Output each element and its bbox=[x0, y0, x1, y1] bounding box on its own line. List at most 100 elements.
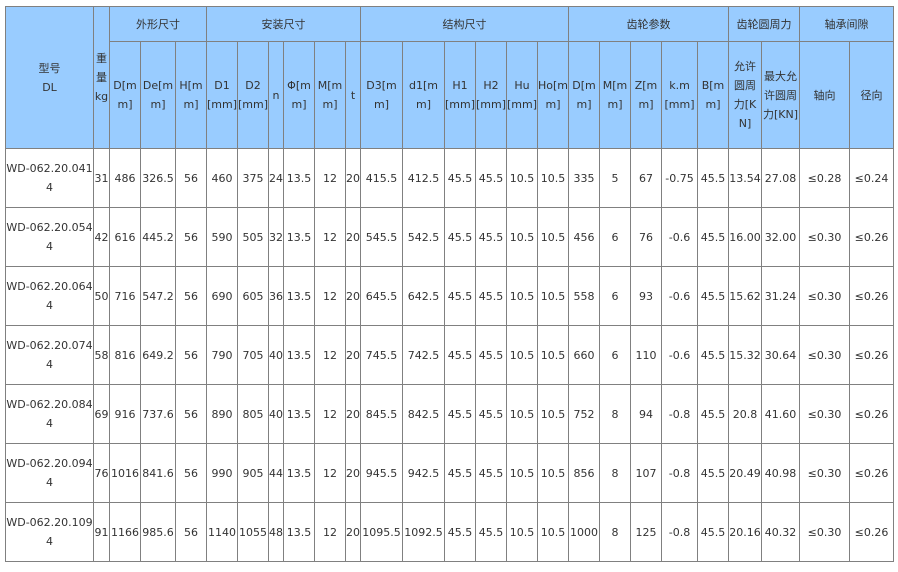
header-model: 型号 DL bbox=[5, 6, 94, 149]
value-cell: 16.00 bbox=[728, 207, 762, 267]
header-col: H2[mm] bbox=[475, 41, 507, 149]
value-cell: 45.5 bbox=[444, 207, 476, 267]
value-cell: 456 bbox=[568, 207, 600, 267]
table-row: WD-062.20.0844 69 916 737.6 56 890 805 40 13.5 12… bbox=[5, 384, 894, 444]
value-cell: 816 bbox=[109, 325, 141, 385]
value-cell: 8 bbox=[599, 443, 631, 503]
value-cell: 15.62 bbox=[728, 266, 762, 326]
value-cell: 1092.5 bbox=[402, 502, 445, 562]
value-cell: 649.2 bbox=[140, 325, 176, 385]
value-cell: 20.8 bbox=[728, 384, 762, 444]
value-cell: 6 bbox=[599, 266, 631, 326]
value-cell: 547.2 bbox=[140, 266, 176, 326]
value-cell: 985.6 bbox=[140, 502, 176, 562]
header-col: Φ[mm] bbox=[283, 41, 315, 149]
value-cell: 45.5 bbox=[444, 384, 476, 444]
table-row: WD-062.20.0644 50 716 547.2 56 690 605 36 13.5 12… bbox=[5, 266, 894, 326]
value-cell: 1000 bbox=[568, 502, 600, 562]
value-cell: 12 bbox=[314, 148, 346, 208]
value-cell: ≤0.26 bbox=[849, 207, 894, 267]
header-col: D1[mm] bbox=[206, 41, 238, 149]
model-cell: WD-062.20.1094 bbox=[5, 502, 94, 562]
value-cell: 790 bbox=[206, 325, 238, 385]
group-clearance: 轴承间隙 bbox=[799, 6, 894, 42]
value-cell: 5 bbox=[599, 148, 631, 208]
value-cell: 752 bbox=[568, 384, 600, 444]
value-cell: -0.75 bbox=[661, 148, 698, 208]
value-cell: 45.5 bbox=[475, 443, 507, 503]
table-row: WD-062.20.0544 42 616 445.2 56 590 505 32 13.5 12… bbox=[5, 207, 894, 267]
value-cell: 45.5 bbox=[475, 384, 507, 444]
value-cell: ≤0.26 bbox=[849, 443, 894, 503]
value-cell: 40 bbox=[268, 325, 284, 385]
value-cell: -0.6 bbox=[661, 266, 698, 326]
header-col: 允许圆周力[KN] bbox=[728, 41, 762, 149]
value-cell: 20 bbox=[345, 443, 361, 503]
value-cell: 45.5 bbox=[444, 502, 476, 562]
value-cell: 15.32 bbox=[728, 325, 762, 385]
value-cell: 93 bbox=[630, 266, 662, 326]
table-row: WD-062.20.0414 31 486 326.5 56 460 375 24 13.5 12… bbox=[5, 148, 894, 208]
value-cell: 690 bbox=[206, 266, 238, 326]
table-row: WD-062.20.0744 58 816 649.2 56 790 705 40 13.5 12… bbox=[5, 325, 894, 385]
value-cell: 20 bbox=[345, 384, 361, 444]
value-cell: 20 bbox=[345, 325, 361, 385]
value-cell: 13.5 bbox=[283, 502, 315, 562]
value-cell: 905 bbox=[237, 443, 269, 503]
value-cell: -0.8 bbox=[661, 384, 698, 444]
value-cell: 1055 bbox=[237, 502, 269, 562]
value-cell: 45.5 bbox=[475, 207, 507, 267]
value-cell: 590 bbox=[206, 207, 238, 267]
value-cell: 10.5 bbox=[537, 443, 569, 503]
value-cell: 56 bbox=[175, 207, 207, 267]
header-col: n bbox=[268, 41, 284, 149]
value-cell: 56 bbox=[175, 384, 207, 444]
value-cell: 642.5 bbox=[402, 266, 445, 326]
value-cell: 737.6 bbox=[140, 384, 176, 444]
value-cell: 45.5 bbox=[697, 502, 729, 562]
value-cell: 40.98 bbox=[761, 443, 800, 503]
value-cell: 40.32 bbox=[761, 502, 800, 562]
header-col: B[mm] bbox=[697, 41, 729, 149]
value-cell: 445.2 bbox=[140, 207, 176, 267]
header-weight: 重量kg bbox=[93, 6, 110, 149]
value-cell: 335 bbox=[568, 148, 600, 208]
header-col: De[mm] bbox=[140, 41, 176, 149]
value-cell: 76 bbox=[93, 443, 110, 503]
value-cell: 94 bbox=[630, 384, 662, 444]
model-cell: WD-062.20.0844 bbox=[5, 384, 94, 444]
value-cell: 20 bbox=[345, 266, 361, 326]
group-force: 齿轮圆周力 bbox=[728, 6, 800, 42]
value-cell: 12 bbox=[314, 443, 346, 503]
header-col: D[mm] bbox=[568, 41, 600, 149]
header-col: H[mm] bbox=[175, 41, 207, 149]
value-cell: 12 bbox=[314, 325, 346, 385]
value-cell: 20.49 bbox=[728, 443, 762, 503]
header-col: 轴向 bbox=[799, 41, 850, 149]
value-cell: 10.5 bbox=[537, 266, 569, 326]
value-cell: 8 bbox=[599, 384, 631, 444]
value-cell: 10.5 bbox=[506, 443, 538, 503]
value-cell: 10.5 bbox=[506, 207, 538, 267]
value-cell: 13.5 bbox=[283, 443, 315, 503]
value-cell: 45.5 bbox=[697, 325, 729, 385]
value-cell: ≤0.30 bbox=[799, 266, 850, 326]
value-cell: 1095.5 bbox=[360, 502, 403, 562]
value-cell: 742.5 bbox=[402, 325, 445, 385]
header-col: 最大允许圆周力[KN] bbox=[761, 41, 800, 149]
value-cell: 31 bbox=[93, 148, 110, 208]
value-cell: ≤0.24 bbox=[849, 148, 894, 208]
value-cell: 67 bbox=[630, 148, 662, 208]
value-cell: 10.5 bbox=[537, 148, 569, 208]
value-cell: 856 bbox=[568, 443, 600, 503]
value-cell: 24 bbox=[268, 148, 284, 208]
value-cell: 27.08 bbox=[761, 148, 800, 208]
value-cell: 56 bbox=[175, 325, 207, 385]
value-cell: 10.5 bbox=[506, 325, 538, 385]
value-cell: ≤0.26 bbox=[849, 325, 894, 385]
value-cell: 10.5 bbox=[506, 384, 538, 444]
header-col: D2[mm] bbox=[237, 41, 269, 149]
value-cell: 6 bbox=[599, 325, 631, 385]
value-cell: 1140 bbox=[206, 502, 238, 562]
value-cell: ≤0.28 bbox=[799, 148, 850, 208]
